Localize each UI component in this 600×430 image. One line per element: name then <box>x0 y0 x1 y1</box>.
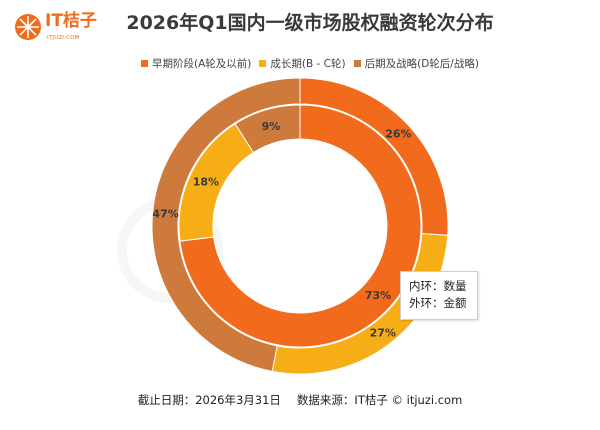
logo: IT桔子 ITJUZI.COM <box>14 11 97 45</box>
chart-title: 2026年Q1国内一级市场股权融资轮次分布 <box>126 12 494 34</box>
logo-subtext: ITJUZI.COM <box>47 35 80 41</box>
footer-source: 数据来源：IT桔子 © itjuzi.com <box>296 393 463 407</box>
ring-note-box: 内环：数量 外环：金额 <box>400 271 478 320</box>
legend-item-early: 早期阶段(A轮及以前) <box>141 56 251 71</box>
inner-ring-slice-0 <box>179 104 422 348</box>
legend-label: 早期阶段(A轮及以前) <box>152 58 252 70</box>
legend-swatch <box>259 60 267 67</box>
outer-ring-label-1: 27% <box>370 327 396 340</box>
footer: 截止日期：2026年3月31日 数据来源：IT桔子 © itjuzi.com <box>0 392 600 408</box>
outer-ring-label-2: 47% <box>152 207 178 220</box>
outer-ring-label-0: 26% <box>385 128 411 141</box>
logo-text: IT桔子 <box>45 11 97 31</box>
note-outer: 外环：金额 <box>409 296 467 310</box>
outer-ring-slice-2 <box>151 77 301 372</box>
note-inner: 内环：数量 <box>409 279 467 293</box>
legend-label: 后期及战略(D轮后/战略) <box>364 58 479 70</box>
legend-swatch <box>353 60 361 67</box>
footer-date: 截止日期：2026年3月31日 <box>137 393 281 407</box>
legend-item-growth: 成长期(B - C轮) <box>259 56 346 71</box>
inner-ring-label-0: 73% <box>365 289 391 302</box>
legend: 早期阶段(A轮及以前) 成长期(B - C轮) 后期及战略(D轮后/战略) <box>0 56 600 71</box>
inner-ring-label-2: 9% <box>262 120 281 133</box>
inner-ring-label-1: 18% <box>193 176 219 189</box>
legend-label: 成长期(B - C轮) <box>270 58 346 70</box>
legend-swatch <box>141 60 149 67</box>
orange-logo-icon <box>15 14 41 40</box>
inner-ring-slice-2 <box>234 104 301 154</box>
legend-item-late: 后期及战略(D轮后/战略) <box>353 56 479 71</box>
